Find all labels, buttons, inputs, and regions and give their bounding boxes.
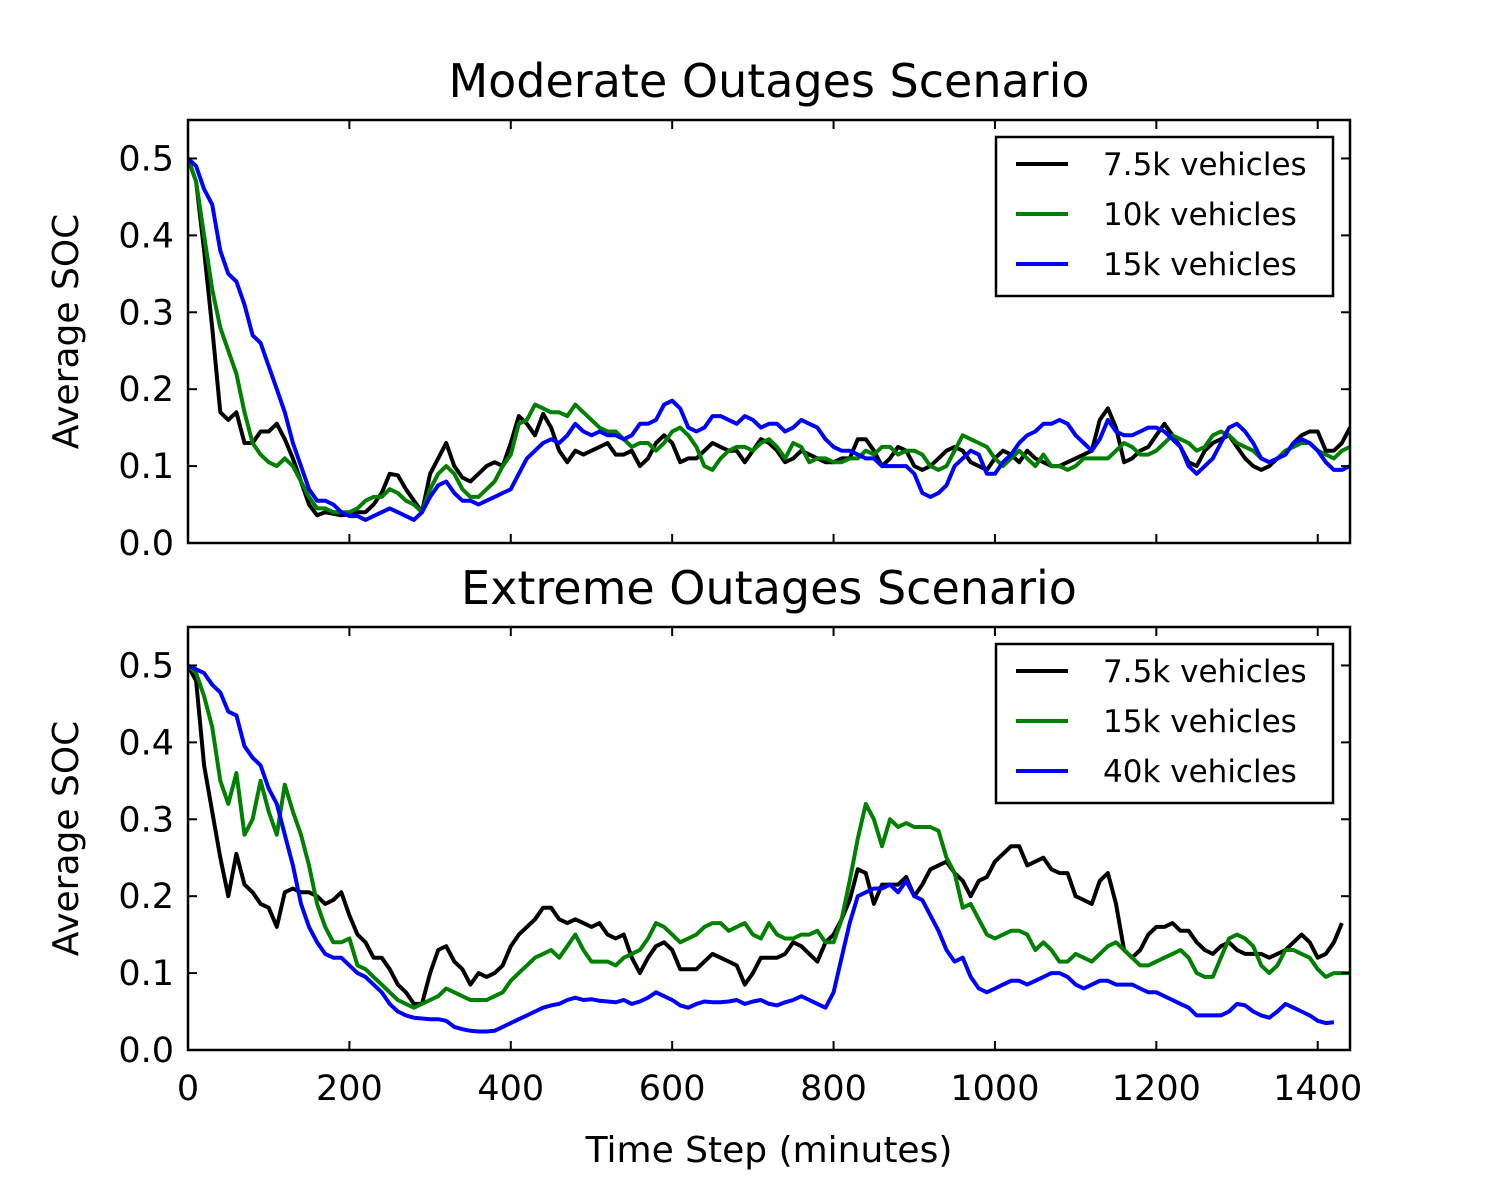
x-tick-label: 200 xyxy=(316,1069,383,1109)
axes-frame xyxy=(186,625,1352,1052)
series-line-2 xyxy=(188,157,1350,515)
x-tick-label: 800 xyxy=(800,1069,867,1109)
series-line-1 xyxy=(188,664,1344,1006)
x-tick-label: 600 xyxy=(639,1069,706,1109)
y-tick-label: 0.5 xyxy=(118,139,174,179)
series-line-1 xyxy=(188,157,1350,518)
legend-label: 7.5k vehicles xyxy=(1103,654,1307,690)
x-tick-label: 1000 xyxy=(950,1069,1039,1109)
y-tick-label: 0.3 xyxy=(118,293,174,333)
x-tick-label: 1400 xyxy=(1273,1069,1362,1109)
axes-frame xyxy=(186,118,1352,545)
x-tick-label: 400 xyxy=(477,1069,544,1109)
y-tick-label: 0.0 xyxy=(118,524,174,564)
y-tick-label: 0.2 xyxy=(118,370,174,410)
y-tick-label: 0.1 xyxy=(118,447,174,487)
legend-label: 15k vehicles xyxy=(1103,704,1297,740)
chart-panel-2: Extreme Outages Scenario 0 200 400 600 800 100… xyxy=(46,561,1362,1171)
legend-label: 7.5k vehicles xyxy=(1103,147,1307,183)
x-axis-label: Time Step (minutes) xyxy=(585,1130,953,1171)
legend: 7.5k vehicles 15k vehicles 40k vehicles xyxy=(994,642,1335,805)
y-tick-label: 0.4 xyxy=(118,723,174,763)
series-group xyxy=(188,663,1350,1034)
y-axis-label: Average SOC xyxy=(46,721,87,957)
legend-label: 10k vehicles xyxy=(1103,197,1297,233)
y-tick-label: 0.1 xyxy=(118,954,174,994)
y-tick-label: 0.2 xyxy=(118,877,174,917)
x-tick-label: 0 xyxy=(177,1069,199,1109)
y-tick-label: 0.0 xyxy=(118,1031,174,1071)
chart-title: Moderate Outages Scenario xyxy=(448,54,1089,108)
y-axis-label: Average SOC xyxy=(46,214,87,450)
y-tick-label: 0.4 xyxy=(118,216,174,256)
y-tick-label: 0.5 xyxy=(118,646,174,686)
chart-panel-1: Moderate Outages Scenario 0.0 0.1 0.2 0.3 0.4… xyxy=(46,54,1352,564)
chart-title: Extreme Outages Scenario xyxy=(461,561,1077,615)
legend: 7.5k vehicles 10k vehicles 15k vehicles xyxy=(994,135,1335,298)
series-line-3 xyxy=(188,157,1350,522)
legend-label: 40k vehicles xyxy=(1103,754,1297,790)
legend-label: 15k vehicles xyxy=(1103,247,1297,283)
series-line-2 xyxy=(188,664,1350,1010)
series-line-3 xyxy=(188,663,1335,1034)
series-group xyxy=(188,157,1350,522)
y-tick-label: 0.3 xyxy=(118,800,174,840)
x-tick-label: 1200 xyxy=(1112,1069,1201,1109)
